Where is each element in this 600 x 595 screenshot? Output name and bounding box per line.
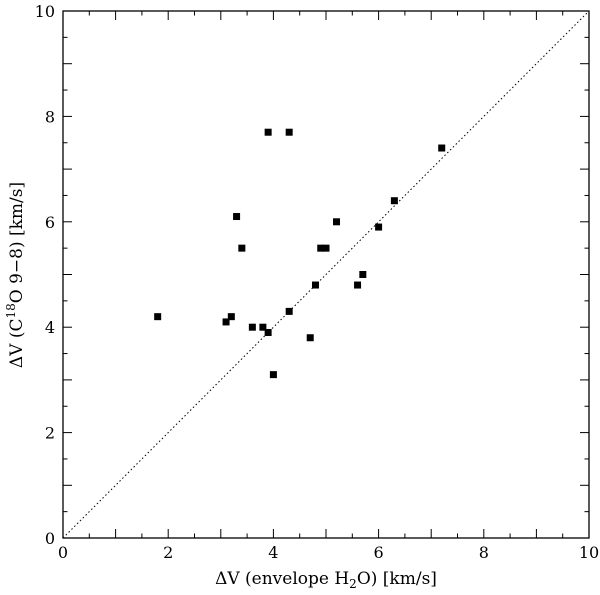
data-point	[333, 218, 341, 226]
data-point	[238, 244, 246, 252]
x-tick-label: 8	[479, 543, 489, 562]
data-point	[248, 323, 256, 331]
axis-ticks	[62, 10, 590, 539]
tick-labels: 0 2 4 6 8 10 0 2 4 6 8 10	[35, 2, 600, 562]
y-tick-label: 8	[45, 107, 55, 126]
data-point	[154, 313, 162, 321]
data-point	[359, 271, 367, 278]
x-tick-label: 4	[268, 543, 278, 562]
data-point	[306, 334, 314, 342]
data-points	[154, 128, 446, 379]
data-point	[322, 244, 330, 252]
data-point	[317, 244, 325, 252]
data-point	[264, 328, 272, 336]
data-point	[375, 223, 383, 231]
data-point	[259, 323, 267, 331]
data-point	[285, 128, 293, 136]
y-tick-label: 2	[45, 424, 55, 443]
data-point	[285, 307, 293, 315]
y-tick-label: 10	[35, 2, 55, 21]
x-tick-label: 2	[163, 543, 173, 562]
reference-line-y-equals-x	[62, 10, 590, 539]
data-point	[269, 371, 277, 379]
data-point	[227, 313, 235, 321]
data-point	[390, 197, 398, 205]
data-point	[222, 318, 230, 326]
x-axis-label: ΔV (envelope H2O) [km/s]	[215, 569, 437, 591]
x-tick-label: 0	[58, 543, 68, 562]
data-point	[311, 281, 319, 289]
x-tick-label: 6	[374, 543, 384, 562]
data-point	[233, 213, 241, 221]
data-point	[264, 128, 272, 136]
data-point	[438, 144, 446, 152]
y-tick-label: 6	[45, 213, 55, 232]
y-tick-label: 4	[45, 318, 55, 337]
x-tick-label: 10	[579, 543, 599, 562]
data-point	[354, 281, 362, 289]
y-axis-label: ΔV (C18O 9−8) [km/s]	[4, 182, 27, 368]
y-tick-label: 0	[45, 529, 55, 548]
